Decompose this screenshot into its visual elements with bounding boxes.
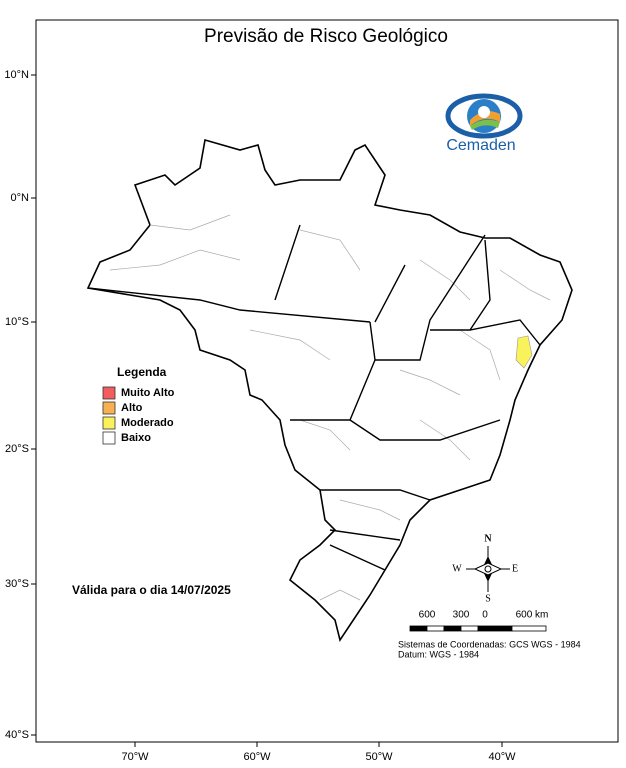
legend-label: Alto [121,402,143,414]
footnote: Datum: WGS - 1984 [398,649,479,659]
legend-swatch [102,416,116,430]
scale-bar [409,625,547,632]
lat-label: 20°S [5,443,29,455]
compass-n: N [484,533,492,544]
footnote: Sistemas de Coordenadas: GCS WGS - 1984 [398,639,581,649]
compass-s: S [485,593,491,604]
legend-label: Muito Alto [121,387,175,399]
scale-label: 600 km [516,610,549,621]
legend-swatch [102,401,116,415]
logo [445,93,523,139]
compass-w: W [452,563,462,574]
lat-label: 0°N [11,192,30,204]
scale-label: 600 [419,610,436,621]
lon-label: 50°W [365,751,393,763]
compass-e: E [512,563,518,574]
legend-swatch [102,386,116,400]
map-title: Previsão de Risco Geológico [204,26,448,47]
scale-label: 0 [482,610,488,621]
logo-name: Cemaden [446,137,515,154]
legend-title: Legenda [117,365,167,379]
compass [466,546,510,592]
legend-label: Baixo [121,432,151,444]
legend-label: Moderado [121,417,174,429]
lat-label: 10°N [4,69,29,81]
validity-date: Válida para o dia 14/07/2025 [72,583,231,597]
lon-label: 40°W [488,751,516,763]
brazil-map [86,138,573,642]
lon-label: 70°W [121,751,149,763]
lat-label: 30°S [5,578,29,590]
lat-label: 40°S [5,729,29,741]
scale-label: 300 [453,610,470,621]
legend-swatch [102,431,116,445]
lon-label: 60°W [243,751,271,763]
lat-label: 10°S [5,316,29,328]
